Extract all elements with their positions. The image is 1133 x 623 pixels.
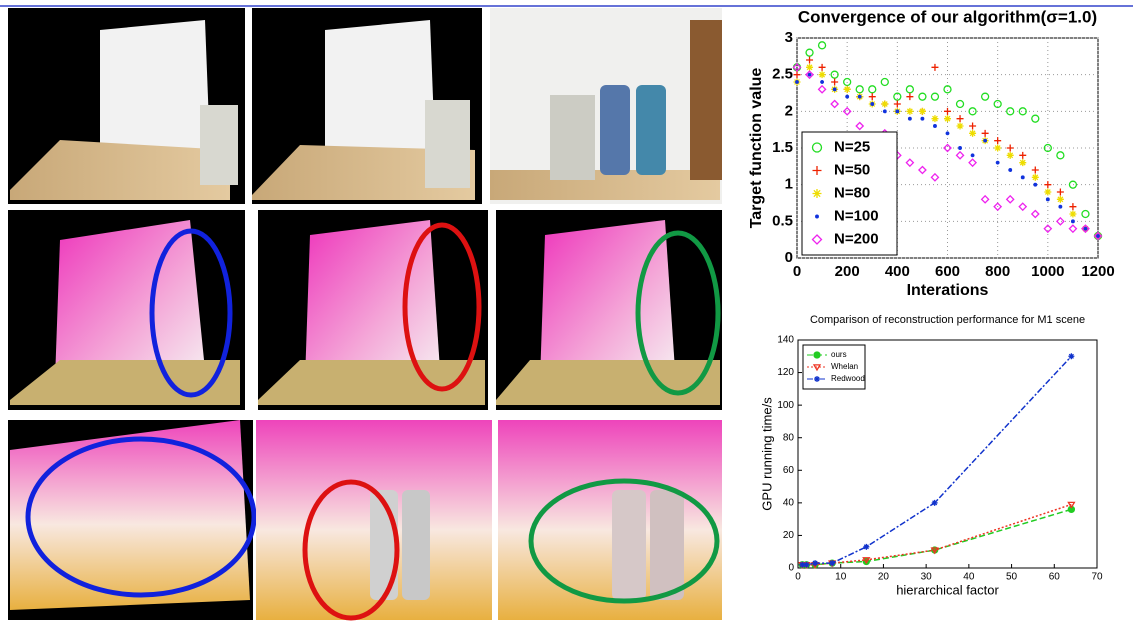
x-tick-label: 50 [1006,572,1018,583]
legend-marker [816,215,819,218]
data-point [829,560,835,566]
y-tick-label: 1.5 [772,139,793,156]
y-axis-label: Target function value [748,68,765,229]
data-point [808,73,811,76]
data-point [858,95,861,98]
data-point [796,81,799,84]
x-tick-label: 60 [1049,572,1061,583]
data-point [1097,235,1100,238]
photo-row-1 [8,8,722,204]
data-point [1057,196,1064,203]
chart: Convergence of our algorithm(σ=1.0) Inter… [748,7,1114,299]
data-point [959,147,962,150]
y-tick-label: 20 [783,530,795,541]
data-point [984,139,987,142]
data-point [1068,353,1074,359]
x-tick-label: 30 [921,572,933,583]
data-point [1072,220,1075,223]
data-point [1047,198,1050,201]
data-point [1034,183,1037,186]
y-tick-label: 0 [785,249,793,266]
y-tick-label: 80 [783,432,795,443]
reconstruction-row-2 [8,210,722,410]
y-tick-label: 140 [777,335,794,346]
y-tick-label: 1 [785,176,793,193]
y-axis-label: GPU running time/s [759,397,774,511]
y-tick-label: 0.5 [772,212,793,229]
x-tick-label: 400 [885,263,910,280]
legend-label: N=25 [834,138,870,155]
y-tick-label: 120 [777,367,794,378]
data-point [1009,169,1012,172]
data-point [909,117,912,120]
x-tick-label: 70 [1091,572,1103,583]
data-point [944,115,951,122]
chart-title: Comparison of reconstruction performance… [810,314,1085,326]
x-tick-label: 200 [835,263,860,280]
x-tick-label: 20 [878,572,890,583]
data-point [883,110,886,113]
x-axis-label: hierarchical factor [896,582,999,597]
data-point [1059,205,1062,208]
data-point [971,154,974,157]
legend-label: N=200 [834,230,879,247]
data-point [1021,176,1024,179]
page: {"chart_data": [ {"type": "scatter", "ti… [0,0,1133,623]
data-point [1044,189,1051,196]
data-point [906,108,913,115]
x-tick-label: 600 [935,263,960,280]
y-tick-label: 40 [783,497,795,508]
legend-marker [814,376,820,382]
data-point [932,500,938,506]
legend-label: N=50 [834,161,870,178]
data-point [821,81,824,84]
data-point [1019,159,1026,166]
data-point [1032,174,1039,181]
x-tick-label: 0 [795,572,801,583]
legend-marker [814,352,820,358]
data-point [804,562,810,568]
legend-label: ours [831,350,847,359]
data-point [896,110,899,113]
legend-label: N=80 [834,184,870,201]
data-point [833,88,836,91]
y-tick-label: 60 [783,465,795,476]
legend-label: Redwood [831,374,865,383]
x-axis-label: Interations [907,282,989,299]
figure: Convergence of our algorithm(σ=1.0) Inter… [0,0,1133,623]
data-point [871,103,874,106]
x-tick-label: 1200 [1081,263,1114,280]
reconstruction-row-3 [8,420,722,620]
data-point [934,125,937,128]
y-tick-label: 100 [777,400,794,411]
data-point [946,132,949,135]
chart-title: Convergence of our algorithm(σ=1.0) [798,7,1097,26]
x-tick-label: 40 [963,572,975,583]
data-point [1084,227,1087,230]
x-tick-label: 800 [985,263,1010,280]
y-tick-label: 3 [785,29,793,46]
x-tick-label: 10 [835,572,847,583]
legend-label: N=100 [834,207,879,224]
data-point [921,117,924,120]
x-tick-label: 1000 [1031,263,1064,280]
legend-marker [813,189,822,198]
data-point [863,544,869,550]
data-point [1069,211,1076,218]
x-tick-label: 0 [793,263,801,280]
data-point [812,560,818,566]
y-tick-label: 2.5 [772,66,793,83]
data-point [846,95,849,98]
y-tick-label: 2 [785,102,793,119]
chart: Comparison of reconstruction performance… [759,314,1103,598]
y-tick-label: 0 [788,563,794,574]
legend-label: Whelan [831,362,858,371]
data-point [996,161,999,164]
